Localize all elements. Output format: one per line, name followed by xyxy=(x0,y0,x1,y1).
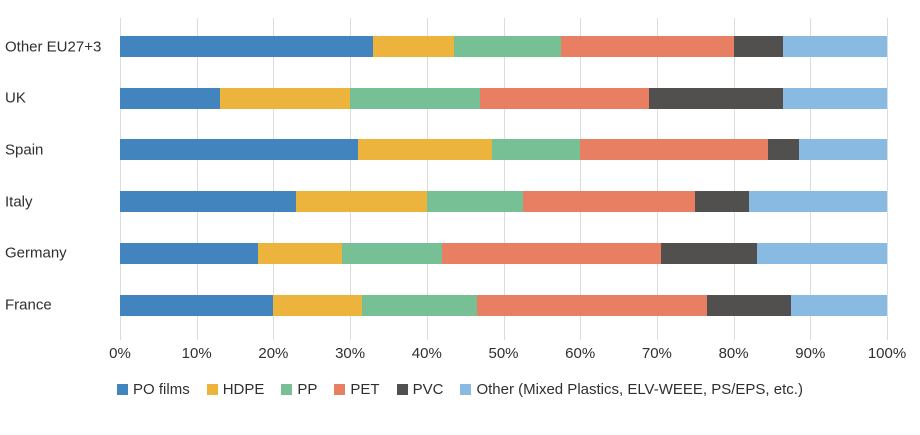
bar-segment xyxy=(491,139,581,161)
x-axis-tick-label: 10% xyxy=(181,345,212,362)
stacked-bar xyxy=(120,87,887,109)
x-axis-tick-label: 30% xyxy=(335,345,366,362)
gridline xyxy=(656,18,658,340)
bar-row: Italy xyxy=(0,191,920,213)
bar-segment xyxy=(453,36,562,57)
bar-row: UK xyxy=(0,87,920,109)
legend: PO films HDPE PP PET PVC Other (Mixed Plastic… xyxy=(0,381,920,398)
stacked-bar xyxy=(120,139,887,161)
bar-segment xyxy=(120,87,220,109)
category-label: Italy xyxy=(5,193,33,211)
bar-segment xyxy=(783,87,887,109)
gridline xyxy=(887,18,888,340)
legend-label: HDPE xyxy=(222,381,265,398)
x-axis-tick-label: 70% xyxy=(641,345,672,362)
x-axis-tick-label: 20% xyxy=(258,345,289,362)
bar-segment xyxy=(706,294,792,316)
gridline xyxy=(350,18,352,340)
x-axis-tick-label: 60% xyxy=(565,345,596,362)
category-label: Spain xyxy=(5,141,44,159)
legend-label: PVC xyxy=(412,381,444,398)
gridline xyxy=(196,18,198,340)
legend-item: PET xyxy=(334,381,380,398)
bar-segment xyxy=(258,242,343,264)
x-axis-tick-label: 90% xyxy=(795,345,826,362)
bar-segment xyxy=(768,139,799,161)
gridline xyxy=(426,18,428,340)
legend-label: Other (Mixed Plastics, ELV-WEEE, PS/EPS,… xyxy=(476,381,803,398)
bar-row: Germany xyxy=(0,242,920,264)
gridline xyxy=(810,18,812,340)
stacked-bar xyxy=(120,294,887,316)
bar-segment xyxy=(350,87,481,109)
bar-segment xyxy=(783,36,887,57)
legend-swatch xyxy=(460,384,472,395)
legend-item: PVC xyxy=(396,381,444,398)
category-label: France xyxy=(5,296,52,314)
bar-segment xyxy=(426,191,523,213)
x-axis-tick-label: 40% xyxy=(411,345,442,362)
bar-segment xyxy=(522,191,696,213)
bar-segment xyxy=(120,294,274,316)
bar-segment xyxy=(120,36,374,57)
bar-segment xyxy=(756,242,887,264)
legend-swatch xyxy=(206,384,218,395)
legend-label: PO films xyxy=(133,381,190,398)
legend-swatch xyxy=(117,384,129,395)
x-axis-tick-label: 0% xyxy=(109,345,131,362)
legend-item: Other (Mixed Plastics, ELV-WEEE, PS/EPS,… xyxy=(460,381,803,398)
legend-swatch xyxy=(334,384,346,395)
stacked-bar xyxy=(120,191,887,213)
bar-segment xyxy=(361,294,477,316)
bar-segment xyxy=(373,36,454,57)
bar-row: France xyxy=(0,294,920,316)
category-label: UK xyxy=(5,89,26,107)
x-axis-tick-label: 100% xyxy=(867,345,907,362)
legend-item: PP xyxy=(281,381,317,398)
bar-segment xyxy=(120,191,297,213)
bar-segment xyxy=(695,191,749,213)
bar-segment xyxy=(273,294,362,316)
bar-segment xyxy=(120,139,358,161)
bar-segment xyxy=(580,139,769,161)
bar-segment xyxy=(357,139,492,161)
stacked-bar xyxy=(120,36,887,57)
bar-segment xyxy=(476,294,707,316)
gridline xyxy=(580,18,582,340)
bar-segment xyxy=(660,242,757,264)
x-axis-tick-label: 50% xyxy=(488,345,519,362)
gridline xyxy=(120,18,121,340)
bar-segment xyxy=(219,87,351,109)
legend-swatch xyxy=(281,384,293,395)
x-axis-tick-label: 80% xyxy=(718,345,749,362)
legend-item: PO films xyxy=(117,381,190,398)
bar-segment xyxy=(120,242,259,264)
stacked-bar xyxy=(120,242,887,264)
bar-segment xyxy=(649,87,784,109)
legend-label: PP xyxy=(297,381,318,398)
bar-row: Spain xyxy=(0,139,920,161)
legend-swatch xyxy=(396,384,408,395)
legend-label: PET xyxy=(350,381,380,398)
gridline xyxy=(503,18,505,340)
bar-segment xyxy=(748,191,887,213)
bar-segment xyxy=(561,36,734,57)
bar-segment xyxy=(733,36,784,57)
bar-segment xyxy=(791,294,887,316)
bar-segment xyxy=(798,139,887,161)
gridline xyxy=(733,18,735,340)
bar-row: Other EU27+3 xyxy=(0,36,920,57)
bar-segment xyxy=(480,87,650,109)
gridline xyxy=(273,18,275,340)
category-label: Germany xyxy=(5,244,67,262)
legend-item: HDPE xyxy=(206,381,265,398)
bar-segment xyxy=(342,242,443,264)
category-label: Other EU27+3 xyxy=(5,38,102,55)
bar-segment xyxy=(296,191,427,213)
bar-segment xyxy=(442,242,661,264)
